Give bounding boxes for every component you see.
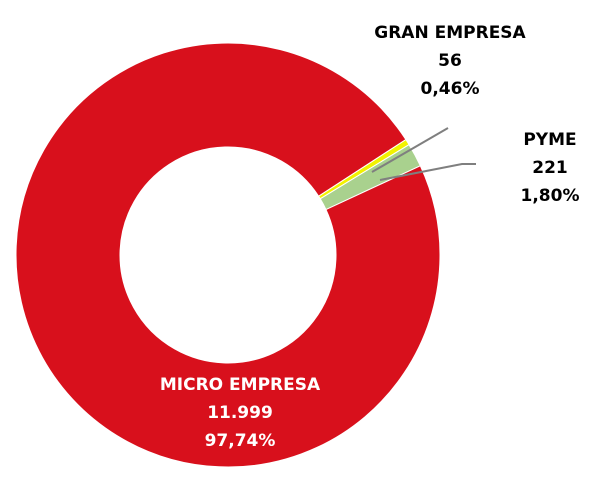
value-label: 221 (532, 158, 568, 178)
category-label: GRAN EMPRESA (374, 23, 526, 43)
category-label: MICRO EMPRESA (160, 375, 321, 395)
leader-line (371, 127, 449, 173)
percentage-label: 0,46% (421, 79, 480, 99)
leader-line (379, 163, 476, 181)
percentage-label: 97,74% (205, 431, 276, 451)
donut-slice (15, 42, 441, 468)
category-label: PYME (523, 130, 576, 150)
percentage-label: 1,80% (521, 186, 580, 206)
value-label: 56 (438, 51, 462, 71)
value-label: 11.999 (207, 403, 273, 423)
